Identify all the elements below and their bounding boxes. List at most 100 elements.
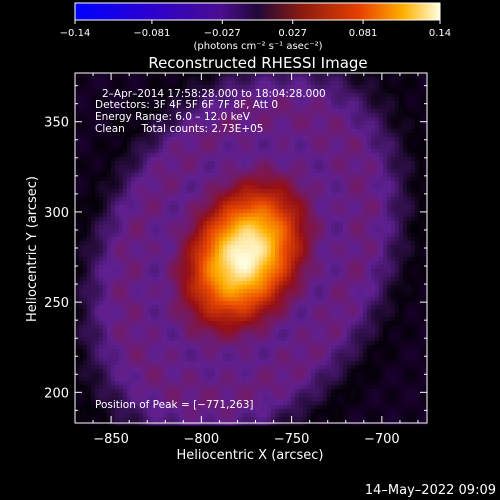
heatmap-cell bbox=[291, 205, 296, 210]
heatmap-cell bbox=[323, 97, 328, 102]
heatmap-cell bbox=[295, 141, 300, 146]
heatmap-cell bbox=[119, 205, 124, 210]
heatmap-cell bbox=[119, 113, 124, 118]
heatmap-cell bbox=[255, 81, 260, 86]
heatmap-cell bbox=[299, 81, 304, 86]
heatmap-cell bbox=[255, 89, 260, 94]
heatmap-cell bbox=[79, 229, 84, 234]
heatmap-cell bbox=[171, 121, 176, 126]
heatmap-cell bbox=[111, 73, 116, 78]
heatmap-cell bbox=[175, 141, 180, 146]
heatmap-cell bbox=[291, 269, 296, 274]
heatmap-cell bbox=[211, 269, 216, 274]
heatmap-cell bbox=[235, 285, 240, 290]
heatmap-cell bbox=[355, 261, 360, 266]
heatmap-cell bbox=[99, 169, 104, 174]
heatmap-cell bbox=[275, 113, 280, 118]
heatmap-cell bbox=[231, 161, 236, 166]
heatmap-cell bbox=[159, 293, 164, 298]
heatmap-cell bbox=[107, 233, 112, 238]
heatmap-cell bbox=[355, 249, 360, 254]
heatmap-cell bbox=[103, 185, 108, 190]
heatmap-cell bbox=[411, 81, 416, 86]
heatmap-cell bbox=[207, 205, 212, 210]
heatmap-cell bbox=[267, 217, 272, 222]
heatmap-cell bbox=[267, 269, 272, 274]
heatmap-cell bbox=[391, 225, 396, 230]
heatmap-cell bbox=[419, 153, 424, 158]
heatmap-cell bbox=[283, 129, 288, 134]
heatmap-cell bbox=[159, 237, 164, 242]
heatmap-cell bbox=[319, 137, 324, 142]
heatmap-cell bbox=[203, 293, 208, 298]
heatmap-cell bbox=[379, 221, 384, 226]
heatmap-cell bbox=[295, 109, 300, 114]
heatmap-cell bbox=[331, 269, 336, 274]
heatmap-cell bbox=[227, 105, 232, 110]
heatmap-cell bbox=[279, 265, 284, 270]
heatmap-cell bbox=[143, 169, 148, 174]
heatmap-cell bbox=[267, 93, 272, 98]
heatmap-cell bbox=[379, 161, 384, 166]
heatmap-cell bbox=[391, 125, 396, 130]
heatmap-cell bbox=[111, 185, 116, 190]
heatmap-cell bbox=[387, 101, 392, 106]
heatmap-cell bbox=[223, 229, 228, 234]
heatmap-cell bbox=[311, 153, 316, 158]
heatmap-cell bbox=[195, 289, 200, 294]
heatmap-cell bbox=[111, 97, 116, 102]
heatmap-cell bbox=[215, 113, 220, 118]
heatmap-cell bbox=[295, 129, 300, 134]
heatmap-cell bbox=[331, 205, 336, 210]
heatmap-cell bbox=[419, 201, 424, 206]
heatmap-cell bbox=[315, 197, 320, 202]
heatmap-cell bbox=[187, 133, 192, 138]
heatmap-cell bbox=[203, 73, 208, 78]
heatmap-cell bbox=[207, 293, 212, 298]
heatmap-cell bbox=[371, 181, 376, 186]
heatmap-cell bbox=[159, 137, 164, 142]
heatmap-cell bbox=[223, 117, 228, 122]
heatmap-cell bbox=[423, 149, 428, 154]
heatmap-cell bbox=[191, 245, 196, 250]
heatmap-cell bbox=[107, 229, 112, 234]
heatmap-cell bbox=[235, 77, 240, 82]
heatmap-cell bbox=[183, 229, 188, 234]
heatmap-cell bbox=[395, 169, 400, 174]
heatmap-cell bbox=[243, 285, 248, 290]
heatmap-cell bbox=[219, 149, 224, 154]
heatmap-cell bbox=[143, 193, 148, 198]
heatmap-cell bbox=[263, 101, 268, 106]
heatmap-cell bbox=[203, 77, 208, 82]
heatmap-cell bbox=[163, 153, 168, 158]
heatmap-cell bbox=[311, 245, 316, 250]
heatmap-cell bbox=[91, 213, 96, 218]
heatmap-cell bbox=[311, 209, 316, 214]
heatmap-cell bbox=[83, 205, 88, 210]
heatmap-cell bbox=[375, 129, 380, 134]
heatmap-cell bbox=[371, 205, 376, 210]
heatmap-cell bbox=[255, 93, 260, 98]
heatmap-cell bbox=[267, 205, 272, 210]
heatmap-cell bbox=[379, 253, 384, 258]
heatmap-cell bbox=[311, 157, 316, 162]
heatmap-cell bbox=[207, 209, 212, 214]
heatmap-cell bbox=[255, 117, 260, 122]
heatmap-cell bbox=[243, 217, 248, 222]
heatmap-cell bbox=[191, 129, 196, 134]
heatmap-cell bbox=[263, 209, 268, 214]
heatmap-cell bbox=[343, 205, 348, 210]
heatmap-cell bbox=[207, 261, 212, 266]
heatmap-cell bbox=[167, 181, 172, 186]
heatmap-cell bbox=[283, 133, 288, 138]
heatmap-cell bbox=[419, 285, 424, 290]
heatmap-cell bbox=[207, 169, 212, 174]
heatmap-cell bbox=[387, 161, 392, 166]
heatmap-cell bbox=[347, 257, 352, 262]
heatmap-cell bbox=[411, 257, 416, 262]
heatmap-cell bbox=[407, 157, 412, 162]
heatmap-cell bbox=[307, 265, 312, 270]
heatmap-cell bbox=[423, 73, 428, 78]
heatmap-cell bbox=[423, 77, 428, 82]
heatmap-cell bbox=[151, 73, 156, 78]
